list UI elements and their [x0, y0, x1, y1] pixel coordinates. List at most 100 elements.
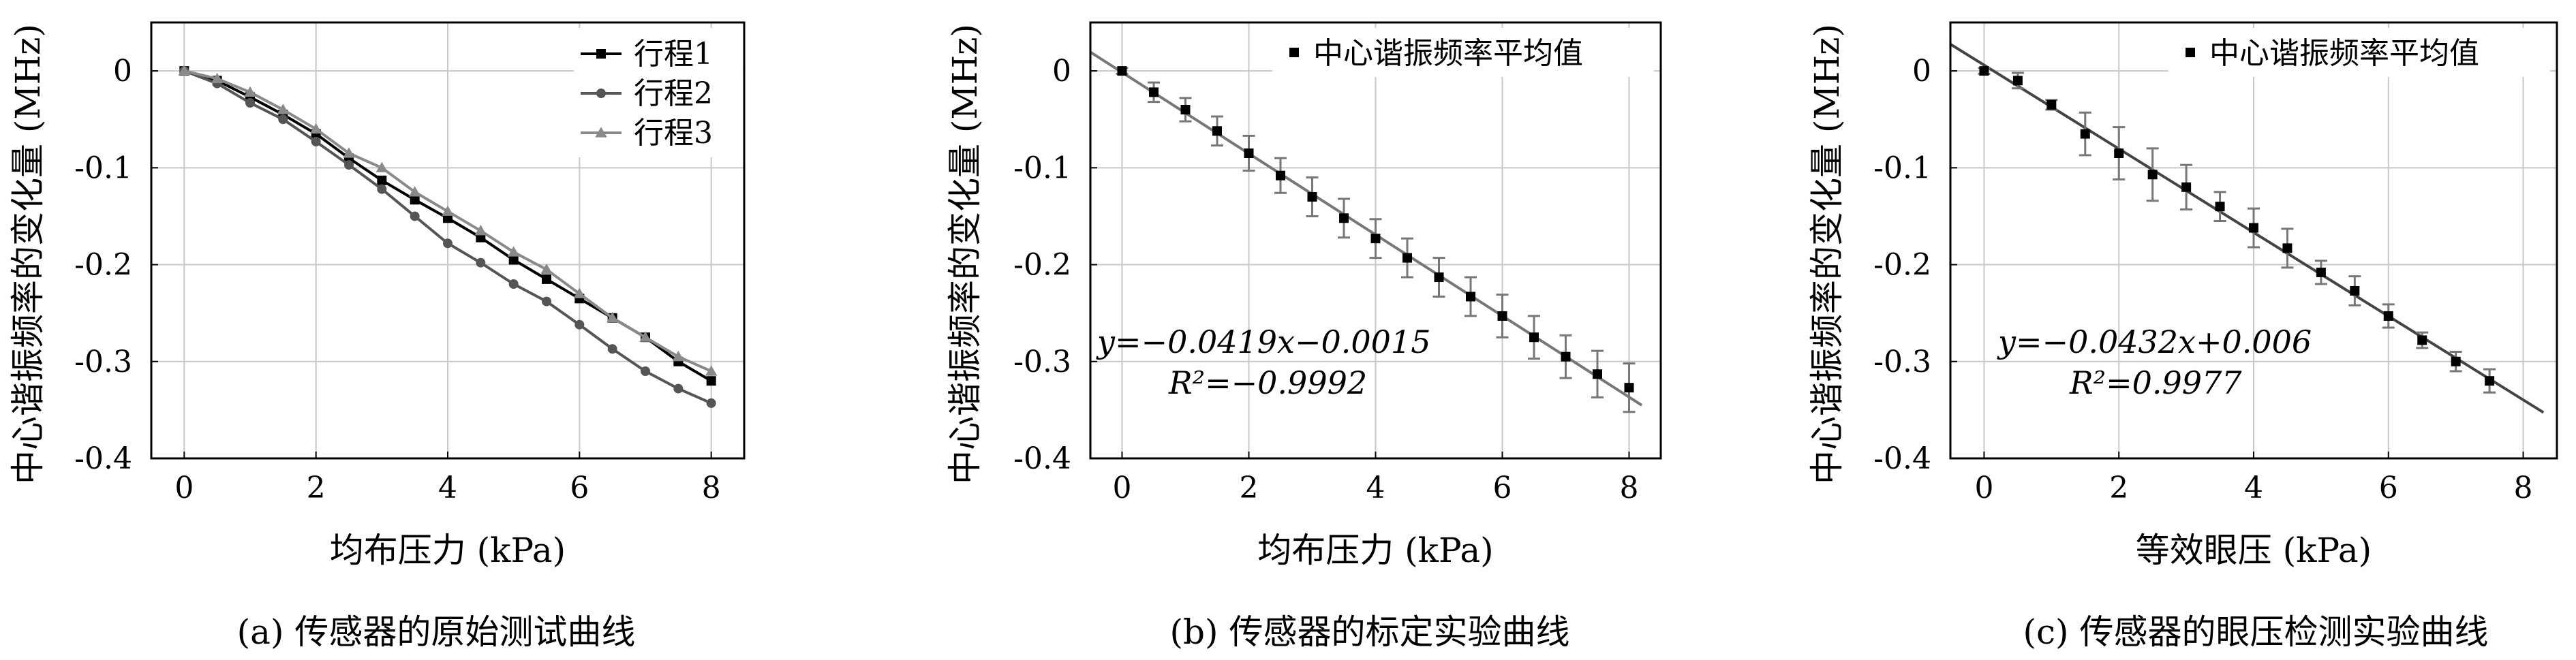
- data-point: [2383, 311, 2393, 321]
- data-point: [2114, 148, 2124, 158]
- data-point: [1561, 351, 1571, 362]
- data-point: [2147, 170, 2158, 180]
- data-point: [573, 287, 586, 298]
- legend: 中心谐振频率平均值: [2168, 28, 2550, 77]
- data-point: [574, 319, 585, 330]
- legend: 中心谐振频率平均值: [1272, 28, 1654, 77]
- legend-box: [1272, 28, 1654, 77]
- data-point: [2046, 99, 2057, 110]
- series-1: [1978, 66, 2496, 394]
- data-point: [244, 86, 256, 97]
- y-axis-label: 中心谐振频率的变化量 (MHz): [945, 24, 985, 484]
- data-point: [2417, 335, 2427, 345]
- legend-marker: [1289, 48, 1299, 57]
- data-point: [343, 147, 355, 158]
- data-point: [706, 398, 716, 408]
- figure-caption: (a) 传感器的原始测试曲线: [237, 612, 636, 652]
- data-point: [1117, 66, 1127, 76]
- data-point: [606, 312, 619, 323]
- data-point: [442, 205, 454, 216]
- y-tick-label: -0.4: [74, 441, 132, 476]
- data-point: [672, 350, 685, 362]
- legend-label: 行程3: [634, 116, 713, 151]
- legend-box: [2168, 28, 2550, 77]
- data-point: [211, 72, 224, 84]
- data-point: [2215, 202, 2225, 212]
- y-tick-label: 0: [113, 54, 132, 89]
- y-tick-label: -0.3: [1013, 345, 1071, 379]
- x-axis-label: 均布压力 (kPa): [330, 531, 566, 570]
- data-point: [508, 255, 519, 265]
- fit-equation: y=−0.0432x+0.006: [1997, 324, 2312, 360]
- x-tick-label: 0: [1113, 471, 1132, 505]
- data-point: [474, 225, 487, 236]
- data-point: [1624, 383, 1634, 393]
- data-point: [1276, 170, 1285, 180]
- x-tick-label: 8: [2514, 471, 2533, 505]
- y-tick-label: -0.2: [1873, 248, 1931, 283]
- x-tick-label: 2: [307, 471, 326, 505]
- figure-caption: (b) 传感器的标定实验曲线: [1170, 612, 1570, 652]
- data-point: [1979, 66, 1989, 76]
- data-point: [2316, 267, 2326, 277]
- x-tick-label: 2: [2109, 471, 2128, 505]
- data-point: [2249, 223, 2258, 233]
- x-tick-label: 4: [2244, 471, 2263, 505]
- y-tick-label: 0: [1052, 54, 1071, 89]
- data-point: [2181, 182, 2192, 192]
- data-point: [377, 184, 387, 194]
- x-axis-label: 均布压力 (kPa): [1257, 531, 1493, 570]
- legend-marker: [596, 89, 606, 98]
- data-point: [1402, 253, 1412, 263]
- series-1: [1116, 66, 1636, 413]
- y-tick-label: -0.1: [1873, 151, 1931, 185]
- data-point: [2012, 76, 2023, 86]
- y-tick-label: -0.4: [1013, 441, 1071, 476]
- data-point: [309, 123, 322, 134]
- x-tick-label: 8: [702, 471, 721, 505]
- data-point: [2282, 243, 2293, 253]
- x-tick-label: 4: [1366, 471, 1385, 505]
- y-tick-label: -0.3: [1873, 345, 1931, 379]
- data-point: [1529, 332, 1539, 343]
- x-tick-label: 2: [1240, 471, 1259, 505]
- y-tick-label: -0.4: [1873, 441, 1931, 476]
- data-point: [639, 331, 651, 342]
- data-point: [1307, 192, 1317, 202]
- y-tick-label: -0.3: [74, 345, 132, 379]
- data-point: [2350, 285, 2360, 296]
- legend-marker: [596, 49, 606, 59]
- y-tick-label: 0: [1912, 54, 1931, 89]
- data-point: [607, 344, 617, 354]
- x-axis-label: 等效眼压 (kPa): [2136, 531, 2372, 570]
- x-tick-label: 0: [174, 471, 194, 505]
- data-point: [2080, 129, 2090, 139]
- data-point: [277, 104, 290, 114]
- fit-r-squared: R²=−0.9992: [1168, 364, 1367, 401]
- y-axis-label: 中心谐振频率的变化量 (MHz): [1807, 24, 1847, 484]
- figure-caption: (c) 传感器的眼压检测实验曲线: [2023, 612, 2489, 652]
- data-point: [540, 263, 553, 274]
- y-tick-label: -0.2: [1013, 248, 1071, 283]
- legend-marker: [595, 127, 607, 138]
- data-point: [1149, 87, 1159, 97]
- data-point: [1339, 213, 1349, 223]
- fit-r-squared: R²=0.9977: [2069, 364, 2242, 401]
- data-point: [1466, 292, 1475, 302]
- data-point: [507, 246, 520, 257]
- chart-panel-b: 0 2 4 6 8 0 -0.1 -0.2 -0.3 -0.4 均布压力 (kPa) 中心谐振频率的变…: [945, 21, 1662, 652]
- data-point: [410, 211, 420, 221]
- y-tick-label: -0.1: [1013, 151, 1071, 185]
- data-point: [245, 98, 255, 108]
- data-point: [508, 279, 519, 289]
- y-tick-label: -0.1: [74, 151, 132, 185]
- data-point: [1593, 369, 1602, 379]
- x-tick-label: 6: [1493, 471, 1512, 505]
- x-tick-label: 6: [570, 471, 589, 505]
- data-point: [542, 296, 551, 307]
- legend-label: 中心谐振频率平均值: [1313, 36, 1583, 71]
- data-point: [1180, 105, 1191, 114]
- data-point: [377, 175, 387, 185]
- data-point: [1244, 148, 1254, 158]
- y-axis-label: 中心谐振频率的变化量 (MHz): [8, 24, 48, 484]
